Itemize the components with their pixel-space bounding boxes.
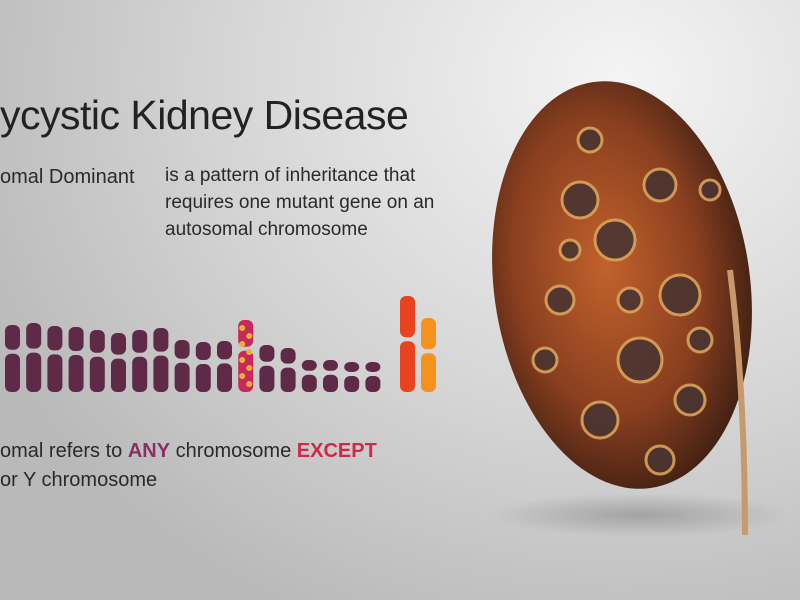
chromosome [132,330,148,353]
cyst [558,238,582,262]
ureter [727,269,748,536]
sex-chromosome [400,341,415,392]
sex-chromosome [421,353,436,392]
chromosome [365,376,381,392]
cyst [544,284,576,316]
definition-line: requires one mutant gene on an [165,192,435,213]
chromosome [344,362,360,372]
chromosome [68,355,84,392]
chromosome [259,345,275,362]
note-text: chromosome [170,440,297,462]
cyst [576,126,604,154]
chromosome [217,341,232,360]
note-text: omal refers to [0,440,128,462]
mutation-spot [239,357,246,363]
chromosome [217,363,232,392]
chromosome-row [5,296,436,392]
chromosome [132,356,148,392]
chromosome [111,333,126,355]
chromosome [68,327,84,351]
mutation-spot [246,365,253,371]
note-line: omal refers to ANY chromosome EXCEPT [0,440,377,463]
cyst [658,273,702,317]
chromosome [344,376,360,392]
note-line: or Y chromosome [0,469,158,491]
cyst [642,167,678,203]
chromosome [26,323,42,349]
chromosome [5,325,20,350]
sex-chromosome [400,296,415,338]
chromosome [280,348,296,364]
chromosome [153,328,169,352]
chromosome [365,362,381,372]
cyst [644,444,676,476]
mutation-spot [246,333,253,339]
chromosome [47,354,63,392]
chromosome [89,330,105,353]
mutation-spot [246,381,253,387]
chromosome [323,360,338,371]
chromosome [89,356,105,392]
cyst [616,336,664,384]
chromosome [301,374,317,392]
chromosome [323,374,338,392]
cyst [593,218,637,262]
kidney [492,81,752,536]
title: ycystic Kidney Disease [0,92,409,138]
chromosome [195,342,211,360]
mutation-spot [239,373,246,379]
mutation-spot [239,325,246,331]
cyst [673,383,707,417]
term: omal Dominant [0,166,135,188]
cyst [698,178,722,202]
cyst [686,326,714,354]
cyst [616,286,644,314]
cyst [580,400,620,440]
mutation-spot [239,341,246,347]
chromosome [174,362,190,392]
emphasis: ANY [127,440,171,462]
chromosome [280,367,296,392]
chromosome [301,360,317,371]
chromosome [259,365,275,392]
cyst [560,180,600,220]
chromosome [195,364,211,392]
chromosome [26,352,42,392]
cyst [531,346,559,374]
chromosome [153,355,169,392]
definition-line: is a pattern of inheritance that [165,165,416,186]
shadow [490,493,790,537]
chromosome [174,340,190,359]
sex-chromosome [421,318,436,350]
chromosome [47,326,63,351]
emphasis: EXCEPT [296,440,377,462]
mutation-spot [246,349,253,355]
definition-line: autosomal chromosome [165,219,368,240]
chromosome [5,353,20,392]
chromosome [111,358,126,392]
